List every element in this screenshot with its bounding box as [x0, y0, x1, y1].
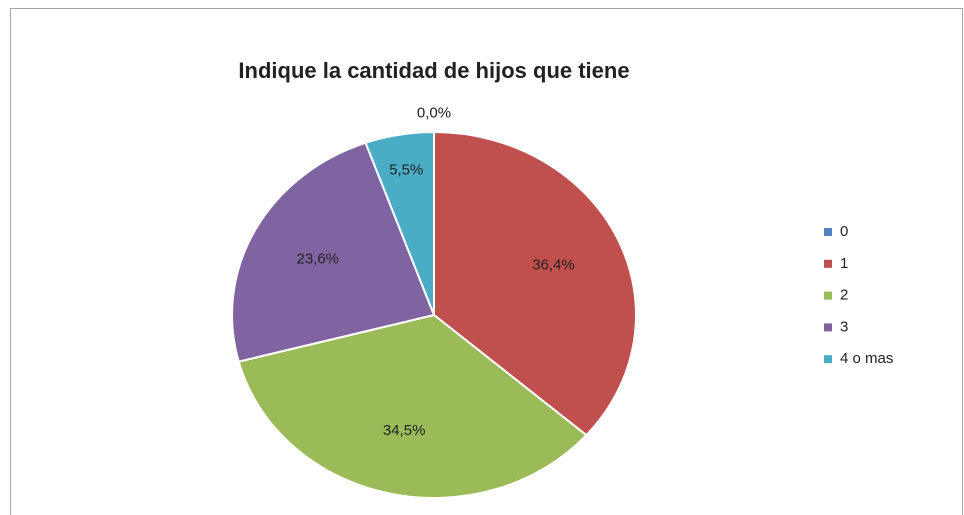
legend-label: 0 — [840, 223, 848, 240]
legend-swatch — [824, 323, 832, 332]
pie-slice — [237, 313, 588, 499]
legend-label: 2 — [840, 287, 848, 304]
chart-title: Indique la cantidad de hijos que tiene — [238, 58, 629, 83]
legend-swatch — [824, 259, 832, 268]
pie-slice — [231, 141, 436, 363]
legend-swatch — [824, 291, 832, 300]
legend-swatch — [824, 355, 832, 364]
legend-swatch — [824, 228, 832, 236]
pie-slice — [364, 130, 435, 316]
pie-slice — [433, 130, 637, 437]
data-label: 5,5% — [389, 162, 423, 179]
data-label: 23,6% — [296, 251, 339, 268]
data-label: 36,4% — [532, 257, 575, 274]
legend-label: 1 — [840, 255, 848, 272]
legend-label: 4 o mas — [840, 350, 893, 367]
legend-label: 3 — [840, 318, 848, 335]
data-label: 34,5% — [383, 422, 426, 439]
data-label: 0,0% — [417, 105, 451, 122]
